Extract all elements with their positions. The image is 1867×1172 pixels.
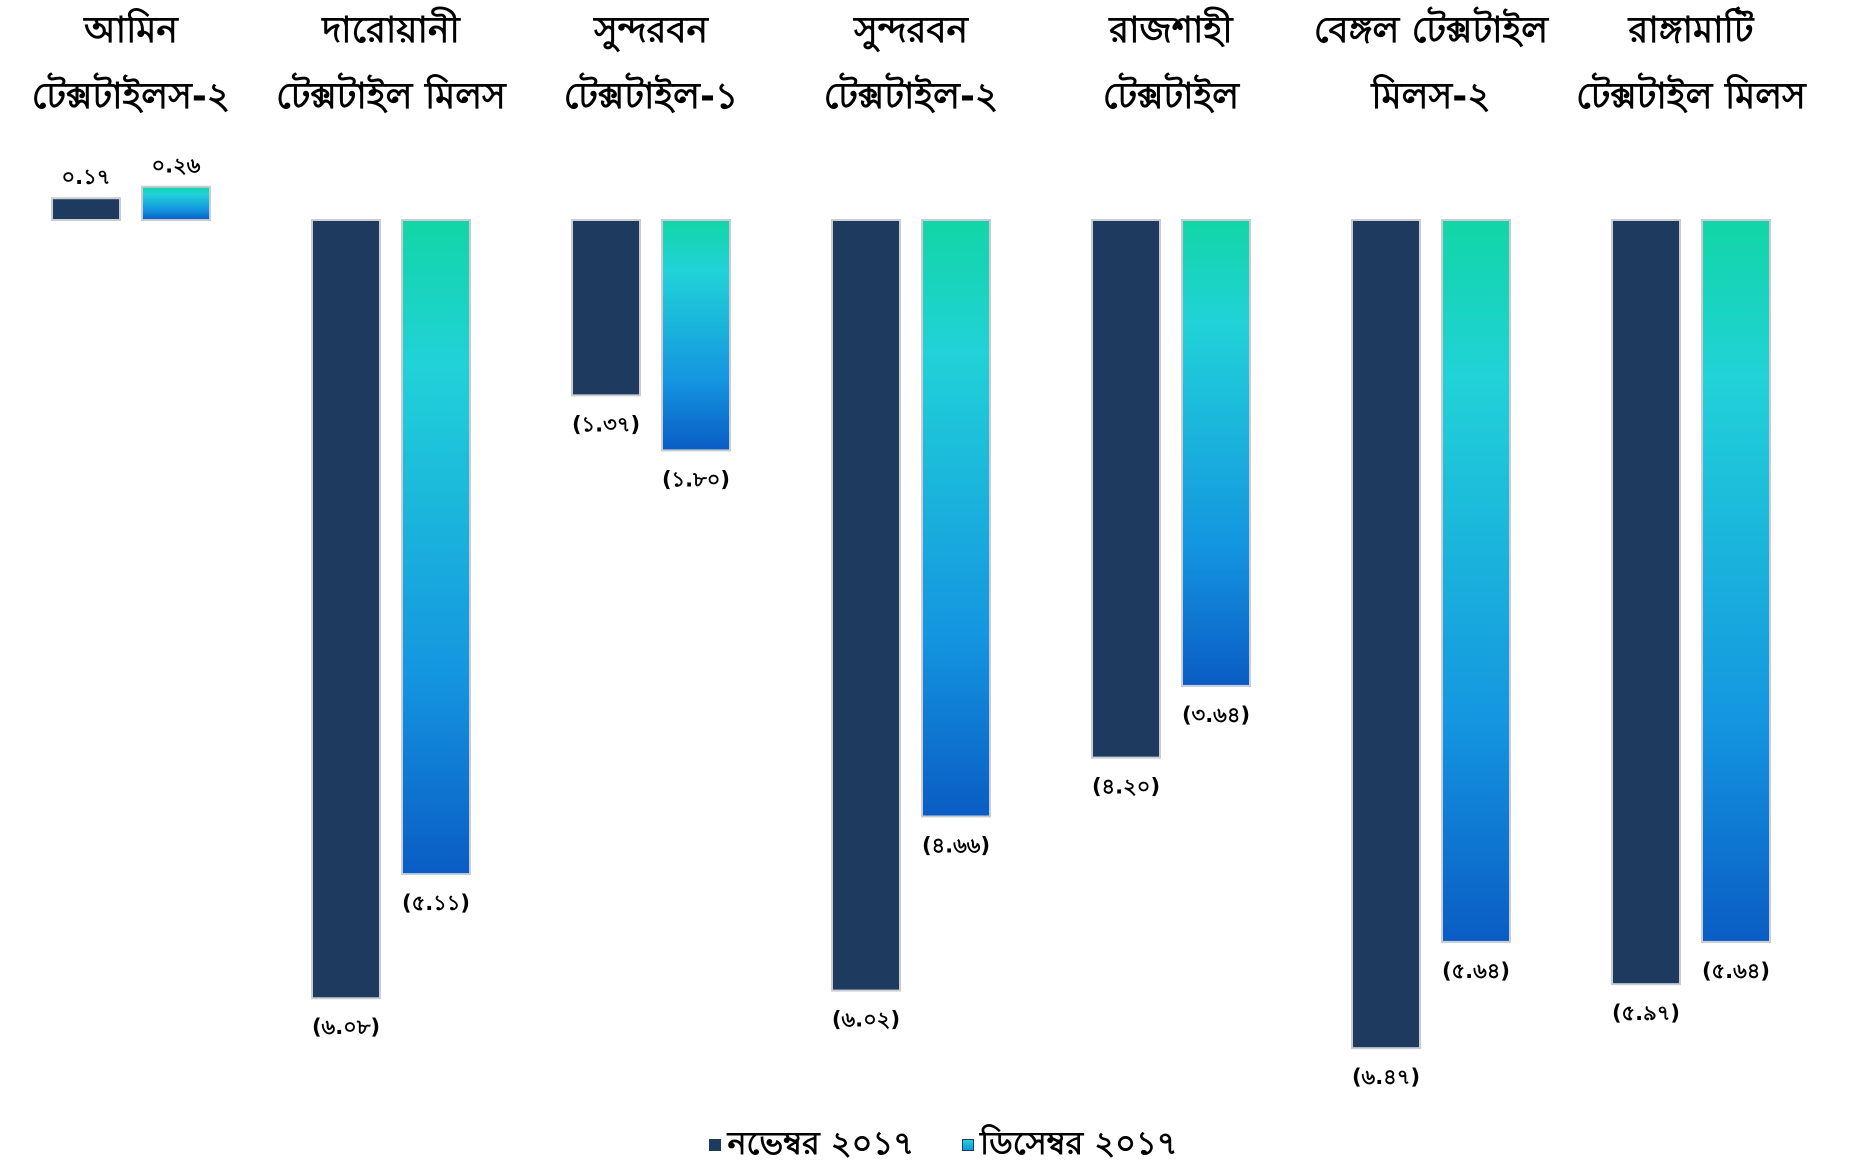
data-labels: ০.১৭ ০.২৬ (৬.০৮) (৫.১১) (১.৩৭) (১.৮০) (৬.০২) (৪…: [62, 154, 1771, 1089]
category-label-line: রাজশাহী: [1107, 6, 1234, 51]
category-label-line: সুন্দরবন: [852, 10, 970, 53]
legend-item-december: ডিসেম্বর ২০১৭: [962, 1118, 1178, 1172]
category-label-line: টেক্সটাইল: [1103, 72, 1240, 117]
bars: [51, 185, 1771, 1050]
legend-label-november: নভেম্বর ২০১৭: [727, 1124, 915, 1162]
legend-item-november: নভেম্বর ২০১৭: [709, 1118, 914, 1172]
category-label-line: টেক্সটাইল মিলস: [1576, 72, 1807, 117]
category-label-4: রাজশাহী টেক্সটাইল: [1103, 6, 1240, 117]
category-label-line: রাঙ্গামাটি: [1627, 6, 1755, 51]
category-label-6: রাঙ্গামাটি টেক্সটাইল মিলস: [1576, 6, 1807, 117]
category-label-line: আমিন: [82, 8, 179, 51]
category-label-3: সুন্দরবন টেক্সটাইল-২: [824, 10, 999, 117]
category-label-line: মিলস-২: [1369, 74, 1490, 117]
legend-swatch-november: [709, 1139, 722, 1151]
category-label-line: দারোয়ানী: [320, 6, 461, 51]
bar-november-3: [831, 219, 901, 992]
data-label-november-0: ০.১৭: [62, 165, 111, 189]
category-label-line: টেক্সটাইল-২: [824, 72, 999, 117]
category-label-line: বেঙ্গল টেক্সটাইল: [1314, 6, 1549, 51]
bar-chart: আমিন টেক্সটাইলস-২ দারোয়ানী টেক্সটাইল মিলস স…: [32, 6, 1807, 1089]
bar-november-1: [311, 219, 381, 1000]
bar-november-4: [1091, 219, 1161, 759]
bar-december-0: [141, 185, 211, 221]
bar-december-3: [921, 219, 991, 818]
data-label-december-1: (৫.১১): [402, 891, 470, 915]
data-label-november-2: (১.৩৭): [572, 412, 640, 436]
category-label-line: টেক্সটাইলস-২: [32, 72, 230, 117]
data-label-november-1: (৬.০৮): [312, 1015, 380, 1039]
legend-label-december: ডিসেম্বর ২০১৭: [980, 1124, 1178, 1162]
data-label-december-3: (৪.৬৬): [922, 833, 990, 857]
bar-november-0: [51, 197, 121, 222]
bar-november-6: [1611, 219, 1681, 986]
data-label-november-3: (৬.০২): [832, 1008, 900, 1032]
data-label-december-6: (৫.৬৪): [1702, 959, 1770, 983]
data-label-december-4: (৩.৬৪): [1182, 703, 1250, 727]
data-label-december-2: (১.৮০): [662, 467, 730, 491]
bar-december-6: [1701, 219, 1771, 943]
data-label-november-5: (৬.৪৭): [1352, 1065, 1420, 1089]
category-label-line: টেক্সটাইল-১: [564, 72, 739, 117]
bar-december-1: [401, 219, 471, 876]
data-label-november-4: (৪.২০): [1092, 775, 1160, 799]
legend-swatch-december: [962, 1139, 975, 1151]
category-label-2: সুন্দরবন টেক্সটাইল-১: [564, 10, 739, 117]
bar-november-5: [1351, 219, 1421, 1050]
data-label-november-6: (৫.৯৭): [1612, 1001, 1680, 1025]
bar-december-4: [1181, 219, 1251, 687]
category-label-line: সুন্দরবন: [592, 10, 710, 53]
bar-november-2: [571, 219, 641, 397]
bar-december-2: [661, 219, 731, 452]
data-label-december-5: (৫.৬৪): [1442, 959, 1510, 983]
data-label-december-0: ০.২৬: [152, 154, 201, 178]
category-label-0: আমিন টেক্সটাইলস-২: [32, 8, 230, 117]
category-labels: আমিন টেক্সটাইলস-২ দারোয়ানী টেক্সটাইল মিলস স…: [32, 6, 1807, 117]
bar-december-5: [1441, 219, 1511, 943]
category-label-5: বেঙ্গল টেক্সটাইল মিলস-২: [1314, 6, 1549, 117]
category-label-1: দারোয়ানী টেক্সটাইল মিলস: [276, 6, 507, 117]
category-label-line: টেক্সটাইল মিলস: [276, 72, 507, 117]
legend: নভেম্বর ২০১৭ ডিসেম্বর ২০১৭: [0, 1124, 1867, 1166]
